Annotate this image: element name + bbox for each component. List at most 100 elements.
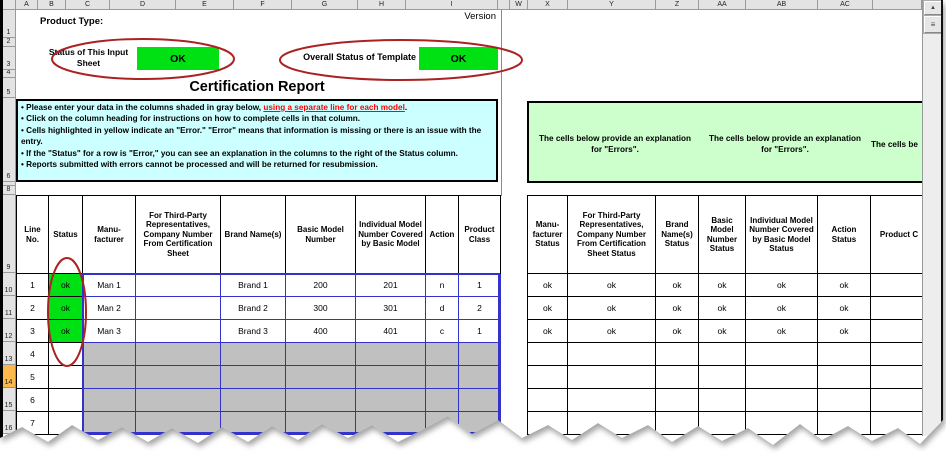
cell[interactable] bbox=[817, 411, 871, 435]
cell[interactable] bbox=[527, 388, 568, 412]
column-header-cell[interactable]: Manu-facturer bbox=[82, 195, 136, 274]
cell[interactable]: ok bbox=[48, 319, 83, 343]
cell[interactable] bbox=[135, 388, 221, 412]
column-header-cell[interactable]: For Third-Party Representatives, Company… bbox=[135, 195, 221, 274]
cell[interactable]: Man 3 bbox=[82, 319, 136, 343]
row-number-8[interactable]: 8 bbox=[2, 186, 16, 195]
column-header-cell[interactable]: Basic Model Number Status bbox=[698, 195, 746, 274]
cell[interactable]: ok bbox=[655, 319, 699, 343]
column-header-cell[interactable]: Status bbox=[48, 195, 83, 274]
cell[interactable]: ok bbox=[527, 273, 568, 297]
col-letter-F[interactable]: F bbox=[234, 0, 292, 10]
column-header-cell[interactable]: Action Status bbox=[817, 195, 871, 274]
cell[interactable] bbox=[355, 388, 426, 412]
cell[interactable] bbox=[870, 365, 928, 389]
column-header-cell[interactable]: Basic Model Number bbox=[285, 195, 356, 274]
cell[interactable] bbox=[135, 319, 221, 343]
cell[interactable]: n bbox=[425, 273, 459, 297]
cell[interactable]: Man 1 bbox=[82, 273, 136, 297]
cell[interactable] bbox=[698, 411, 746, 435]
cell[interactable] bbox=[527, 365, 568, 389]
cell[interactable]: 1 bbox=[458, 319, 501, 343]
cell[interactable]: ok bbox=[698, 319, 746, 343]
row-number-16[interactable]: 16 bbox=[2, 411, 16, 434]
row-number-13[interactable]: 13 bbox=[2, 342, 16, 365]
cell[interactable] bbox=[655, 342, 699, 366]
cell[interactable] bbox=[285, 388, 356, 412]
cell[interactable] bbox=[655, 411, 699, 435]
cell[interactable]: ok bbox=[567, 319, 656, 343]
overall-status-cell[interactable]: OK bbox=[419, 47, 498, 70]
cell[interactable] bbox=[425, 411, 459, 435]
col-letter-X[interactable]: X bbox=[528, 0, 568, 10]
column-header-cell[interactable]: For Third-Party Representatives, Company… bbox=[567, 195, 656, 274]
cell[interactable]: 300 bbox=[285, 296, 356, 320]
cell[interactable] bbox=[220, 388, 286, 412]
vertical-scrollbar[interactable]: ▲ ≡ bbox=[922, 0, 942, 436]
cell[interactable] bbox=[458, 411, 501, 435]
cell[interactable] bbox=[425, 365, 459, 389]
cell[interactable]: Brand 2 bbox=[220, 296, 286, 320]
cell[interactable] bbox=[817, 365, 871, 389]
cell[interactable] bbox=[135, 342, 221, 366]
cell[interactable]: ok bbox=[48, 273, 83, 297]
instructions-link[interactable]: using a separate line for each model bbox=[263, 103, 405, 112]
cell[interactable]: ok bbox=[527, 319, 568, 343]
cell[interactable] bbox=[355, 342, 426, 366]
row-number-12[interactable]: 12 bbox=[2, 319, 16, 342]
cell[interactable]: 200 bbox=[285, 273, 356, 297]
cell[interactable]: 1 bbox=[16, 273, 49, 297]
cell[interactable]: 2 bbox=[16, 296, 49, 320]
row-number-3[interactable]: 3 bbox=[2, 47, 16, 70]
hidden-columns-gap[interactable] bbox=[498, 0, 510, 10]
cell[interactable] bbox=[458, 388, 501, 412]
input-sheet-status-cell[interactable]: OK bbox=[137, 47, 219, 70]
cell[interactable] bbox=[48, 411, 83, 435]
cell[interactable] bbox=[355, 365, 426, 389]
cell[interactable] bbox=[135, 296, 221, 320]
select-all-corner[interactable] bbox=[2, 0, 16, 10]
cell[interactable] bbox=[425, 388, 459, 412]
cell[interactable]: ok bbox=[817, 296, 871, 320]
cell[interactable] bbox=[285, 411, 356, 435]
cell[interactable]: 201 bbox=[355, 273, 426, 297]
col-letter-AB[interactable]: AB bbox=[746, 0, 818, 10]
column-header-cell[interactable]: Manu-facturer Status bbox=[527, 195, 568, 274]
cell[interactable]: ok bbox=[567, 296, 656, 320]
cell[interactable] bbox=[698, 365, 746, 389]
scrollbar-thumb[interactable]: ≡ bbox=[924, 16, 942, 33]
cell[interactable]: 4 bbox=[16, 342, 49, 366]
column-header-cell[interactable]: Brand Name(s) Status bbox=[655, 195, 699, 274]
cell[interactable] bbox=[458, 365, 501, 389]
col-letter-W[interactable]: W bbox=[510, 0, 528, 10]
cell[interactable] bbox=[698, 388, 746, 412]
row-number-9[interactable]: 9 bbox=[2, 195, 16, 273]
cell[interactable] bbox=[870, 342, 928, 366]
cell[interactable]: Brand 3 bbox=[220, 319, 286, 343]
cell[interactable] bbox=[817, 388, 871, 412]
cell[interactable] bbox=[425, 342, 459, 366]
column-header-cell[interactable]: Brand Name(s) bbox=[220, 195, 286, 274]
cell[interactable] bbox=[870, 319, 928, 343]
cell[interactable]: Man 2 bbox=[82, 296, 136, 320]
col-letter-partial[interactable] bbox=[873, 0, 922, 10]
cell[interactable] bbox=[698, 342, 746, 366]
row-number-14[interactable]: 14 bbox=[2, 365, 16, 388]
col-letter-B[interactable]: B bbox=[38, 0, 66, 10]
cell[interactable] bbox=[870, 273, 928, 297]
row-number-5[interactable]: 5 bbox=[2, 78, 16, 98]
cell[interactable] bbox=[870, 388, 928, 412]
cell[interactable] bbox=[567, 388, 656, 412]
cell[interactable] bbox=[48, 342, 83, 366]
column-header-strip[interactable]: A B C D E F G H I W X Y Z AA AB AC bbox=[2, 0, 941, 10]
cell[interactable]: 2 bbox=[458, 296, 501, 320]
column-header-cell[interactable]: Product C bbox=[870, 195, 928, 274]
column-header-cell[interactable]: Individual Model Number Covered by Basic… bbox=[355, 195, 426, 274]
cell[interactable]: ok bbox=[698, 273, 746, 297]
column-header-cell[interactable]: Line No. bbox=[16, 195, 49, 274]
column-header-cell[interactable]: Individual Model Number Covered by Basic… bbox=[745, 195, 818, 274]
col-letter-Y[interactable]: Y bbox=[568, 0, 656, 10]
cell[interactable]: ok bbox=[698, 296, 746, 320]
cell[interactable]: ok bbox=[527, 296, 568, 320]
cell[interactable] bbox=[870, 411, 928, 435]
